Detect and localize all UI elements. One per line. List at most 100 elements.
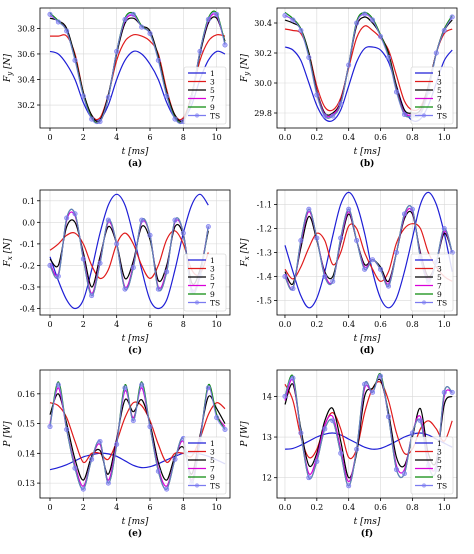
panel-caption: (c)	[128, 345, 142, 356]
x-axis-label: t [ms]	[122, 517, 149, 527]
legend-label-9: 9	[210, 290, 215, 299]
x-axis-label: t [ms]	[354, 517, 381, 527]
x-tick-label: 0.6	[374, 133, 387, 142]
y-tick-label: -1.3	[257, 249, 272, 258]
series-point-TS	[290, 17, 296, 23]
x-tick-label: 1.0	[438, 133, 451, 142]
x-tick-label: 0.6	[374, 320, 387, 329]
legend-label-5: 5	[437, 456, 442, 465]
series-point-TS	[89, 293, 95, 299]
series-point-TS	[393, 467, 399, 473]
y-tick-label: 0.0	[22, 218, 35, 227]
series-point-TS	[122, 385, 128, 391]
y-tick-label: 0.1	[22, 197, 35, 206]
series-point-TS	[354, 20, 360, 26]
series-point-TS	[139, 217, 145, 223]
legend-label-3: 3	[210, 78, 215, 87]
y-tick-label: -0.3	[20, 283, 35, 292]
series-point-TS	[55, 19, 61, 25]
series-line-3	[49, 230, 209, 280]
series-point-TS	[322, 113, 328, 119]
series-point-TS	[386, 283, 392, 289]
legend-label-1: 1	[210, 256, 215, 265]
legend-label-TS: TS	[437, 299, 447, 308]
x-tick-label: 8	[181, 133, 186, 142]
series-point-TS	[378, 33, 384, 39]
series-point-TS	[172, 116, 178, 122]
x-tick-label: 4	[114, 320, 119, 329]
series-line-1	[284, 191, 453, 309]
series-point-TS	[222, 42, 228, 48]
series-point-TS	[386, 414, 392, 420]
legend-label-1: 1	[210, 439, 215, 448]
legend-label-9: 9	[437, 103, 442, 112]
x-tick-label: 0.0	[279, 503, 292, 512]
series-point-TS	[130, 11, 136, 17]
series-point-TS	[282, 13, 288, 19]
series-point-TS	[441, 389, 447, 395]
legend-label-7: 7	[437, 95, 442, 104]
y-tick-label: -1.1	[257, 200, 272, 209]
legend-label-5: 5	[210, 86, 215, 95]
y-tick-label: 29.8	[254, 109, 272, 118]
series-point-TS	[105, 94, 111, 100]
series-point-TS	[114, 441, 120, 447]
x-tick-label: 0.2	[310, 320, 323, 329]
series-point-TS	[205, 224, 211, 230]
x-tick-label: 2	[81, 133, 86, 142]
x-tick-label: 0	[47, 320, 52, 329]
panel-caption: (e)	[128, 528, 142, 539]
series-point-TS	[314, 458, 320, 464]
series-point-TS	[370, 257, 376, 263]
series-point-TS	[314, 235, 320, 241]
x-tick-label: 0.0	[279, 320, 292, 329]
series-point-TS	[147, 31, 153, 37]
chart-panel-a: 0 2 4 6 8 10 30.2 30.4 30.6 30.8 t [ms] Fy [N] 13579…	[3, 7, 231, 169]
legend-label-5: 5	[437, 273, 442, 282]
legend-label-1: 1	[437, 439, 442, 448]
series-point-TS	[322, 426, 328, 432]
series-point-TS	[449, 389, 455, 395]
axes-frame	[39, 7, 231, 129]
series-point-TS	[89, 456, 95, 462]
legend-label-9: 9	[437, 290, 442, 299]
legend-label-3: 3	[437, 448, 442, 457]
x-tick-label: 0.4	[342, 503, 355, 512]
series-point-TS	[122, 286, 128, 292]
y-axis-label: P [W]	[3, 421, 13, 448]
x-tick-label: 6	[147, 320, 152, 329]
series-point-TS	[362, 266, 368, 272]
series-point-TS	[378, 373, 384, 379]
legend-marker-TS	[421, 483, 427, 488]
series-point-TS	[346, 62, 352, 68]
y-tick-label: 0.15	[17, 420, 35, 429]
y-tick-label: 30.2	[254, 49, 272, 58]
panel-caption: (d)	[360, 345, 375, 356]
y-tick-label: 30.0	[254, 79, 272, 88]
series-point-TS	[139, 382, 145, 388]
legend-marker-TS	[421, 300, 427, 305]
y-axis-label: Fx [N]	[240, 238, 251, 267]
x-tick-label: 0.2	[310, 133, 323, 142]
legend-label-1: 1	[437, 69, 442, 78]
series-point-TS	[55, 273, 61, 279]
series-point-TS	[298, 237, 304, 243]
legend-label-7: 7	[210, 465, 215, 474]
series-point-TS	[97, 260, 103, 266]
series-point-TS	[47, 262, 53, 268]
x-tick-label: 0	[47, 503, 52, 512]
series-point-TS	[409, 206, 415, 212]
x-tick-label: 1.0	[438, 320, 451, 329]
y-tick-label: 13	[262, 433, 272, 442]
series-point-TS	[330, 278, 336, 284]
chart-panel-d: 0.0 0.2 0.4 0.6 0.8 1.0 -1.5 -1.4 -1.3 -1.2 -1.1 t …	[240, 189, 458, 356]
series-point-TS	[72, 465, 78, 471]
series-point-TS	[214, 11, 220, 17]
series-point-TS	[393, 250, 399, 256]
series-point-TS	[441, 225, 447, 231]
series-point-TS	[409, 430, 415, 436]
panel-caption: (f)	[361, 528, 373, 539]
